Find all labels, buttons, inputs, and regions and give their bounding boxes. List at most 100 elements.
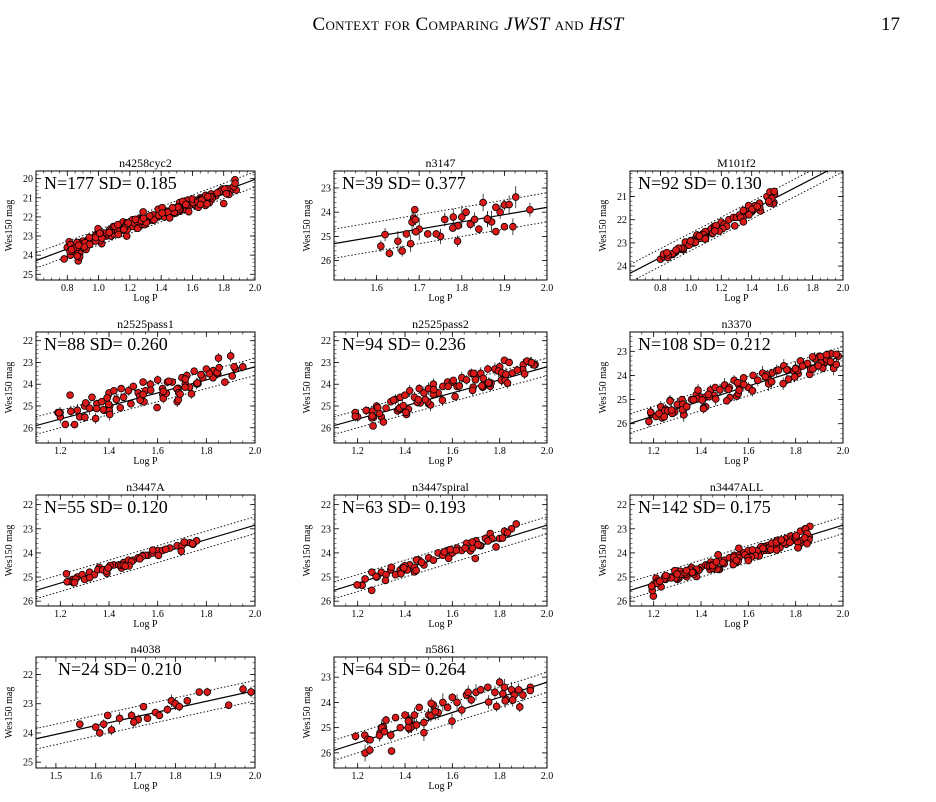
data-point <box>711 395 720 403</box>
fit-bound-upper <box>630 171 812 265</box>
data-point <box>180 538 189 546</box>
data-point <box>362 406 370 415</box>
y-tick-label: 23 <box>321 358 331 369</box>
y-tick-label: 23 <box>321 524 331 535</box>
data-point <box>470 215 479 224</box>
data-point <box>786 538 794 547</box>
data-point <box>399 563 408 572</box>
y-tick-label: 22 <box>617 500 627 511</box>
x-tick-label: 1.4 <box>695 609 708 620</box>
data-point <box>438 396 447 405</box>
data-point <box>478 382 486 390</box>
y-tick-label: 26 <box>617 419 627 430</box>
data-point <box>146 386 155 394</box>
data-point <box>177 547 186 555</box>
data-point <box>783 366 791 374</box>
x-tick-label: 1.9 <box>209 771 222 782</box>
data-point <box>67 245 76 254</box>
data-point <box>129 718 138 726</box>
panel-title: n4038 <box>131 642 161 656</box>
data-point <box>231 179 239 188</box>
y-tick-label: 24 <box>23 728 33 739</box>
data-point <box>389 396 398 404</box>
x-tick-label: 2.0 <box>541 283 554 294</box>
x-tick-label: 2.0 <box>541 771 554 782</box>
data-point <box>367 586 376 595</box>
data-point <box>411 215 420 224</box>
y-tick-label: 23 <box>23 699 33 710</box>
data-point <box>148 546 157 554</box>
data-point <box>131 215 140 224</box>
data-point <box>448 717 456 725</box>
data-point <box>798 362 807 371</box>
panel-annotation: N=63 SD= 0.193 <box>342 497 466 517</box>
data-point <box>247 688 255 696</box>
data-point <box>182 200 190 209</box>
data-point <box>803 539 811 548</box>
y-tick-label: 25 <box>23 402 33 413</box>
data-point <box>429 556 438 564</box>
data-point <box>114 220 122 229</box>
data-point <box>724 385 733 394</box>
data-point <box>81 413 89 422</box>
data-point <box>74 241 83 250</box>
data-point <box>404 723 413 732</box>
data-point <box>511 193 520 201</box>
x-tick-label: 2.0 <box>249 446 262 457</box>
data-point <box>826 357 835 366</box>
data-point <box>520 370 529 378</box>
data-point <box>666 397 674 405</box>
data-point <box>672 246 680 254</box>
data-point <box>221 378 229 386</box>
data-point <box>767 377 776 386</box>
x-tick-label: 2.0 <box>541 609 554 620</box>
data-point <box>686 237 695 245</box>
data-point <box>62 569 71 578</box>
data-point <box>492 543 500 551</box>
data-point <box>420 728 428 737</box>
data-point <box>439 698 447 707</box>
panel-frame <box>629 494 844 607</box>
data-point <box>161 545 170 554</box>
data-point <box>646 408 655 416</box>
x-tick-label: 1.8 <box>217 283 230 294</box>
data-point <box>453 237 462 246</box>
data-point <box>476 685 485 694</box>
data-point <box>139 378 147 386</box>
y-tick-label: 26 <box>321 748 331 759</box>
plot-area <box>36 349 255 435</box>
y-tick-label: 22 <box>23 500 33 511</box>
data-point <box>387 563 396 572</box>
y-tick-label: 22 <box>23 336 33 347</box>
data-point <box>503 528 512 537</box>
data-point <box>168 203 177 212</box>
panel-title: n3447spiral <box>412 480 469 494</box>
data-point <box>124 386 133 395</box>
data-point <box>444 382 452 391</box>
data-point <box>127 400 135 408</box>
x-tick-label: 1.2 <box>351 446 364 457</box>
data-point <box>423 230 432 238</box>
data-point <box>184 207 193 216</box>
data-point <box>412 227 420 236</box>
data-point <box>466 220 475 229</box>
x-tick-label: 1.6 <box>186 283 199 294</box>
data-point <box>181 383 189 392</box>
page-header: Context for Comparing JWST and HST 17 <box>0 0 936 60</box>
x-axis-label: Log P <box>133 781 158 792</box>
data-point <box>484 378 493 387</box>
data-point <box>351 732 360 741</box>
data-point <box>667 406 676 414</box>
y-tick-label: 22 <box>23 670 33 681</box>
data-point <box>379 418 388 426</box>
data-point <box>764 197 773 206</box>
data-point <box>369 422 377 430</box>
data-point <box>457 213 466 221</box>
x-tick-label: 1.6 <box>446 771 459 782</box>
data-point <box>663 248 671 257</box>
x-axis-label: Log P <box>724 293 749 304</box>
data-point <box>183 697 192 705</box>
fit-bound-lower <box>36 533 255 600</box>
y-axis-label: Wes150 mag <box>4 687 15 739</box>
